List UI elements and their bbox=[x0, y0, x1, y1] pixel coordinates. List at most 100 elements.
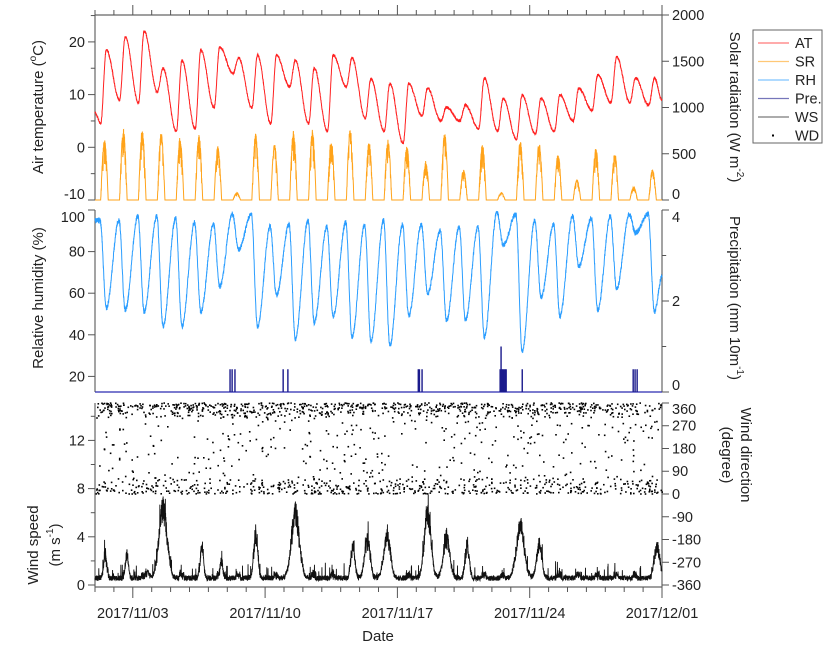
wind-direction-point bbox=[149, 435, 152, 437]
date-tick-label: 2017/11/03 bbox=[97, 606, 169, 622]
wind-direction-point bbox=[530, 436, 533, 438]
wind-direction-point bbox=[643, 463, 646, 466]
wind-direction-point bbox=[160, 493, 162, 495]
wind-direction-point bbox=[382, 491, 385, 494]
wind-direction-point bbox=[141, 406, 144, 408]
wind-direction-point bbox=[340, 411, 342, 413]
wind-direction-point bbox=[325, 430, 328, 432]
wind-direction-point bbox=[390, 406, 392, 408]
wind-direction-point bbox=[480, 441, 483, 444]
wind-direction-point bbox=[109, 452, 112, 455]
wind-direction-point bbox=[179, 415, 181, 417]
wind-direction-point bbox=[108, 469, 110, 472]
wind-direction-point bbox=[524, 490, 526, 492]
wind-direction-point bbox=[103, 448, 106, 450]
wind-direction-point bbox=[442, 403, 445, 406]
wind-direction-point bbox=[422, 410, 425, 412]
wind-direction-point bbox=[414, 420, 416, 423]
wind-direction-point bbox=[152, 445, 155, 447]
wind-direction-point bbox=[476, 490, 478, 492]
wind-direction-point bbox=[565, 484, 567, 487]
wind-direction-point bbox=[318, 478, 320, 481]
wind-direction-point bbox=[590, 490, 592, 492]
relative-humidity-line bbox=[94, 210, 663, 354]
wind-direction-point bbox=[188, 492, 190, 494]
wind-direction-point bbox=[340, 403, 343, 406]
wind-direction-point bbox=[419, 412, 422, 414]
wind-direction-point bbox=[203, 402, 205, 404]
wind-direction-point bbox=[614, 485, 617, 487]
wind-direction-point bbox=[488, 457, 490, 460]
wind-direction-point bbox=[289, 429, 291, 431]
wind-direction-point bbox=[535, 484, 538, 487]
wind-direction-point bbox=[376, 453, 379, 455]
wind-direction-point bbox=[105, 436, 108, 438]
wind-direction-point bbox=[157, 425, 160, 427]
wind-direction-point bbox=[526, 492, 529, 494]
wind-direction-point bbox=[107, 408, 109, 411]
wind-direction-point bbox=[355, 489, 358, 491]
wind-direction-point bbox=[170, 410, 173, 412]
wind-direction-point bbox=[640, 469, 642, 472]
wind-direction-point bbox=[337, 485, 340, 487]
wind-direction-point bbox=[556, 483, 559, 486]
wind-direction-point bbox=[337, 408, 339, 411]
wind-direction-point bbox=[472, 489, 474, 491]
legend-wd-marker bbox=[772, 134, 774, 137]
wind-direction-point bbox=[438, 409, 440, 412]
wind-direction-point bbox=[294, 417, 296, 419]
wind-direction-point bbox=[347, 445, 350, 448]
wind-direction-point bbox=[201, 409, 204, 411]
wind-direction-point bbox=[239, 486, 241, 488]
wind-direction-point bbox=[502, 406, 504, 409]
wind-direction-point bbox=[563, 408, 566, 410]
wind-direction-point bbox=[339, 472, 342, 474]
date-tick-label: 2017/11/10 bbox=[229, 606, 301, 622]
wind-direction-point bbox=[529, 442, 532, 445]
wind-direction-point bbox=[296, 408, 299, 410]
wind-direction-point bbox=[172, 404, 174, 406]
wind-direction-point bbox=[368, 493, 370, 495]
wind-direction-point bbox=[270, 413, 272, 416]
wind-direction-point bbox=[155, 416, 158, 418]
wind-direction-point bbox=[539, 480, 541, 483]
wind-direction-point bbox=[333, 468, 336, 470]
wind-direction-point bbox=[566, 415, 568, 417]
wind-direction-point bbox=[460, 462, 463, 464]
wind-direction-point bbox=[496, 489, 499, 492]
wind-direction-point bbox=[583, 408, 586, 410]
wind-direction-point bbox=[191, 485, 194, 487]
wind-direction-point bbox=[166, 490, 168, 492]
wind-direction-point bbox=[278, 481, 281, 484]
wind-direction-point bbox=[405, 480, 408, 482]
wind-direction-point bbox=[548, 491, 551, 493]
wind-direction-point bbox=[447, 406, 449, 409]
wind-direction-point bbox=[473, 476, 476, 478]
air-temperature-line bbox=[94, 30, 663, 145]
wind-direction-point bbox=[142, 492, 144, 494]
wind-direction-point bbox=[185, 489, 188, 492]
precipitation-bar bbox=[521, 369, 523, 392]
wind-direction-point bbox=[267, 407, 269, 409]
wind-direction-point bbox=[330, 491, 332, 494]
wind-direction-point bbox=[183, 402, 185, 405]
wind-direction-point bbox=[278, 488, 280, 491]
wind-direction-point bbox=[624, 483, 626, 485]
wind-direction-point bbox=[235, 408, 238, 411]
wind-direction-point bbox=[531, 424, 533, 426]
wind-direction-point bbox=[414, 490, 416, 492]
wind-direction-point bbox=[535, 486, 538, 489]
wind-direction-point bbox=[565, 473, 568, 476]
y-tick-label: -360 bbox=[672, 578, 701, 594]
wind-direction-point bbox=[604, 409, 607, 411]
wind-direction-point bbox=[118, 410, 120, 413]
wind-direction-point bbox=[606, 405, 609, 407]
wind-direction-point bbox=[556, 411, 559, 414]
wind-direction-point bbox=[293, 484, 296, 486]
wind-direction-point bbox=[604, 491, 606, 494]
wind-direction-point bbox=[461, 402, 463, 405]
wind-direction-point bbox=[458, 484, 461, 487]
wind-direction-point bbox=[125, 416, 128, 419]
wind-direction-point bbox=[656, 420, 658, 423]
wind-direction-point bbox=[197, 415, 200, 418]
